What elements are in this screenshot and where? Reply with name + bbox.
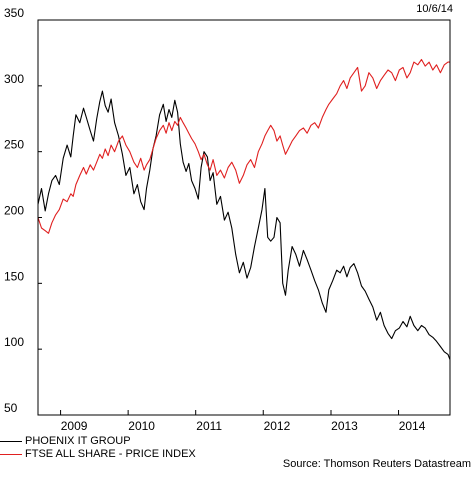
x-tick-label: 2010 [128,419,155,433]
x-tick-label: 2013 [331,419,358,433]
legend-item-series-1: PHOENIX IT GROUP [0,434,131,448]
x-tick-label: 2014 [399,419,426,433]
y-tick-label: 350 [4,6,24,20]
legend-label-series-2: FTSE ALL SHARE - PRICE INDEX [25,448,196,460]
y-tick-label: 250 [4,138,24,152]
y-tick-label: 300 [4,72,24,86]
source-note: Source: Thomson Reuters Datastream [282,458,471,470]
y-tick-label: 150 [4,269,24,283]
legend-label-series-1: PHOENIX IT GROUP [25,435,131,447]
legend-swatch-series-2 [0,453,22,455]
series-line-1 [37,90,451,360]
legend-item-series-2: FTSE ALL SHARE - PRICE INDEX [0,447,196,461]
x-tick-label: 2011 [196,419,222,433]
x-tick-label: 2012 [264,419,291,433]
legend-swatch-series-1 [0,440,22,442]
date-label: 10/6/14 [416,3,453,15]
series-line-2 [37,58,450,234]
x-tick-label: 2009 [61,419,88,433]
y-tick-label: 200 [4,204,24,218]
y-tick-label: 100 [4,335,24,349]
plot-frame [37,19,451,416]
y-tick-label: 50 [4,401,18,415]
